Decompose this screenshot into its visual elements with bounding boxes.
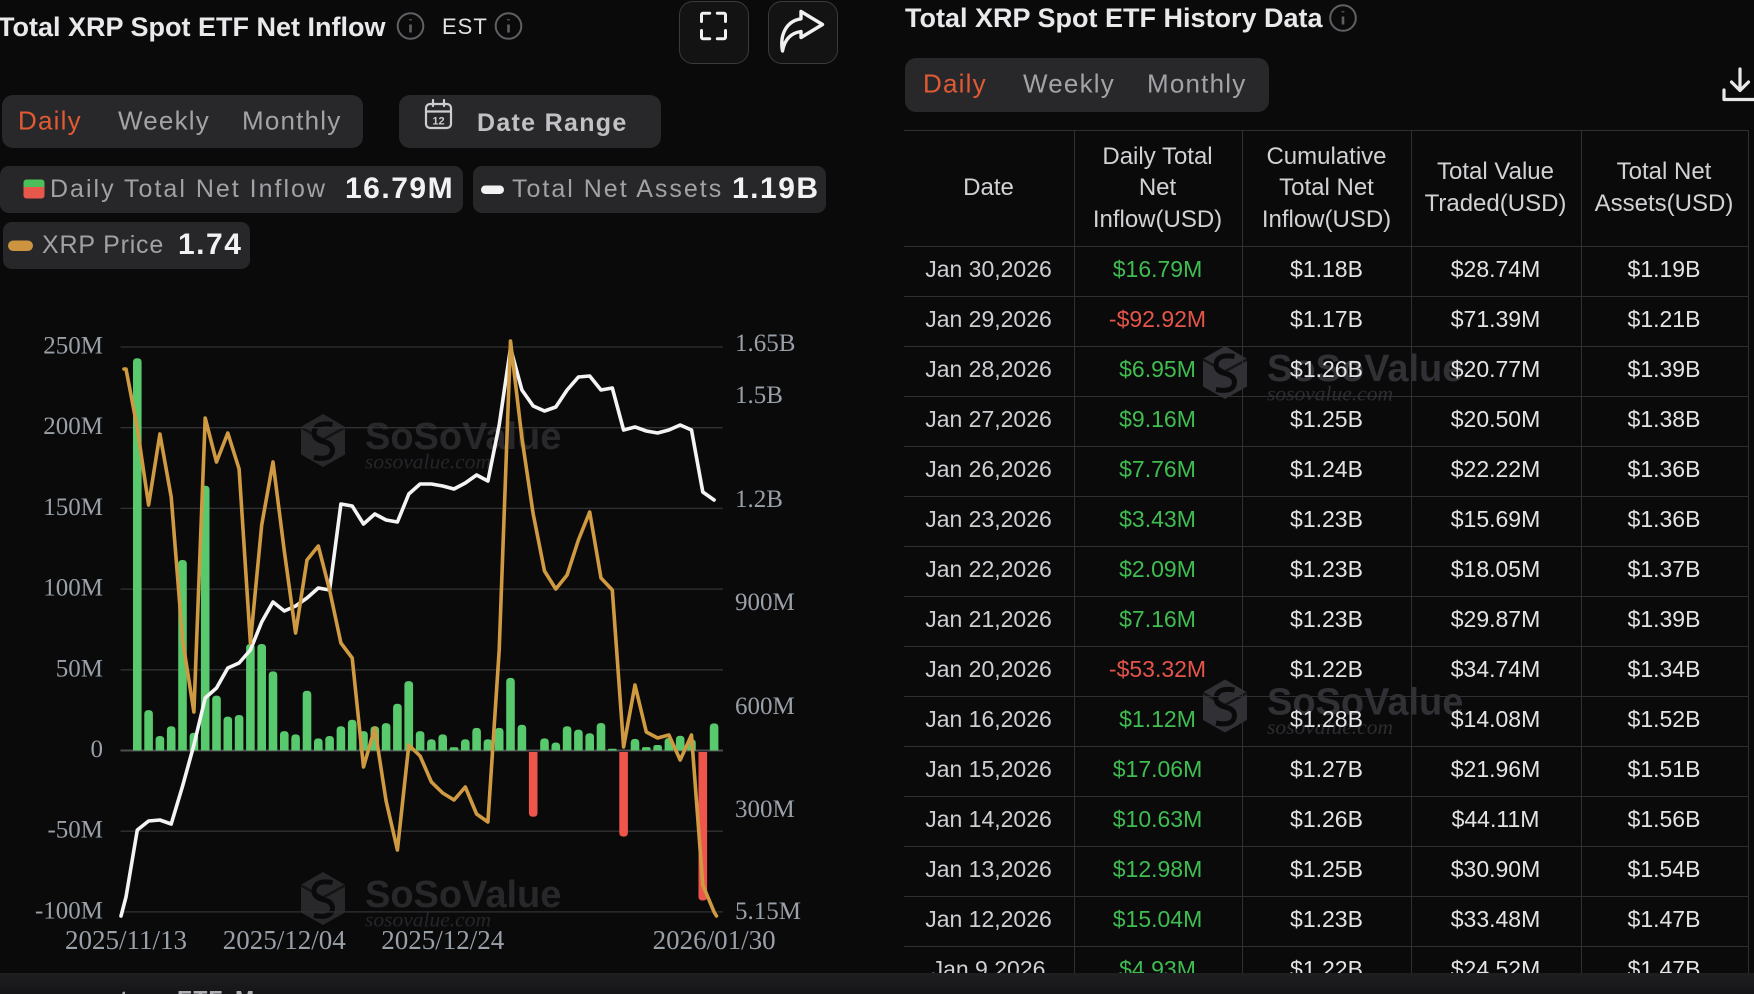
svg-text:1.5B: 1.5B (735, 382, 783, 409)
svg-text:50M: 50M (56, 655, 103, 682)
svg-text:900M: 900M (735, 589, 795, 616)
svg-text:sosovalue.com: sosovalue.com (365, 450, 491, 474)
svg-text:200M: 200M (43, 413, 103, 440)
svg-text:2026/01/30: 2026/01/30 (653, 925, 776, 955)
svg-text:2025/11/13: 2025/11/13 (65, 925, 187, 955)
svg-text:2025/12/24: 2025/12/24 (381, 925, 505, 955)
svg-text:100M: 100M (43, 575, 103, 602)
svg-text:1.65B: 1.65B (735, 330, 795, 357)
svg-text:600M: 600M (735, 693, 795, 720)
svg-text:-100M: -100M (35, 897, 103, 924)
svg-text:250M: 250M (43, 333, 103, 360)
svg-text:12: 12 (432, 116, 444, 128)
svg-text:SoSoValue: SoSoValue (1267, 348, 1463, 390)
svg-text:2025/12/04: 2025/12/04 (223, 925, 347, 955)
svg-text:-50M: -50M (47, 817, 103, 844)
svg-text:sosovalue.com: sosovalue.com (1267, 382, 1393, 406)
svg-text:SoSoValue: SoSoValue (365, 874, 561, 916)
svg-text:150M: 150M (43, 494, 103, 521)
svg-text:300M: 300M (735, 796, 795, 823)
svg-text:SoSoValue: SoSoValue (365, 416, 561, 458)
svg-text:1.2B: 1.2B (735, 486, 783, 513)
svg-text:0: 0 (91, 736, 104, 763)
svg-text:5.15M: 5.15M (735, 898, 801, 925)
svg-text:sosovalue.com: sosovalue.com (1267, 715, 1393, 739)
svg-text:SoSoValue: SoSoValue (1267, 682, 1463, 724)
